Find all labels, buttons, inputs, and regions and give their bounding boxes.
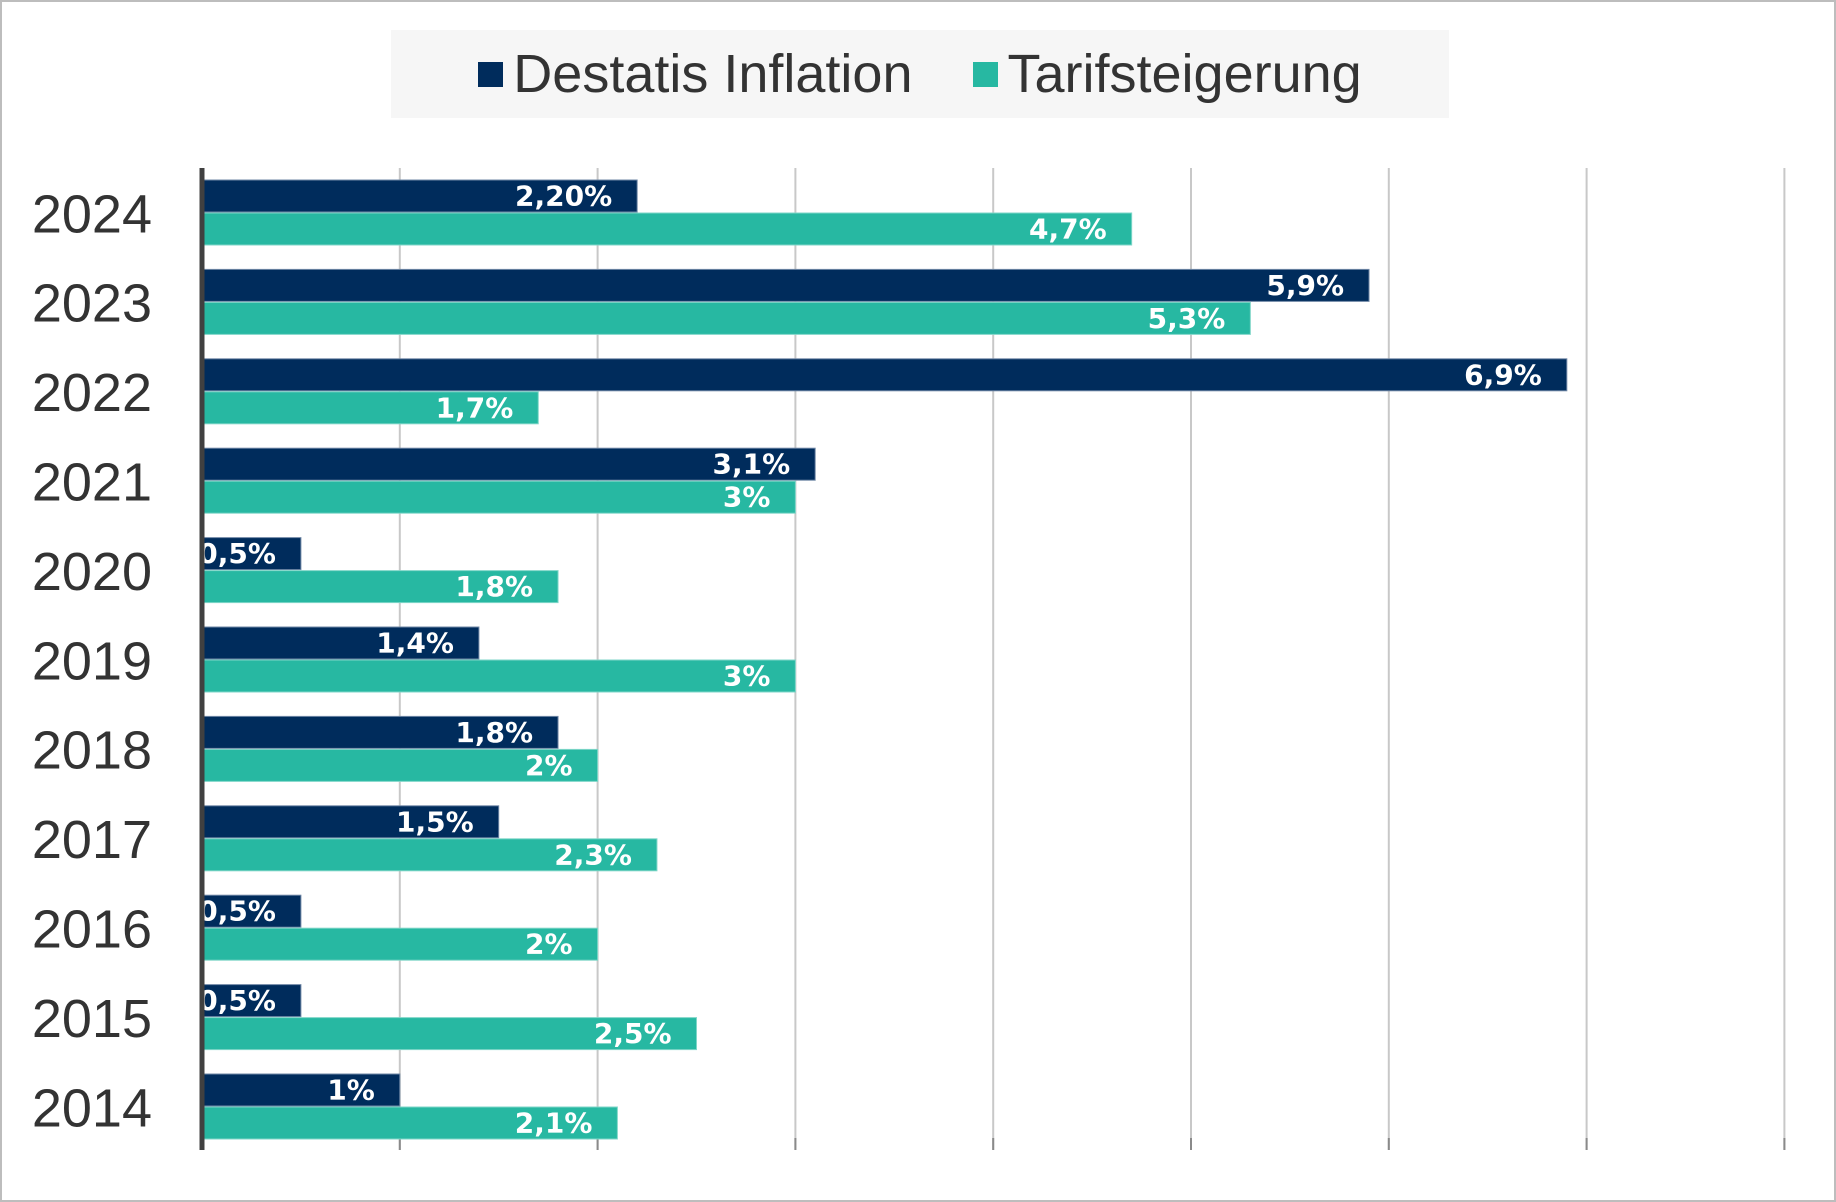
data-label-tarifsteigerung-2015: 2,5% (594, 1017, 672, 1050)
legend: Destatis Inflation Tarifsteigerung (391, 30, 1449, 118)
category-label-2024: 2024 (32, 184, 152, 244)
category-label-2014: 2014 (32, 1078, 152, 1138)
category-label-2018: 2018 (32, 721, 152, 781)
bar-tarifsteigerung-2019 (201, 659, 796, 693)
bar-destatis-inflation-2022 (201, 358, 1568, 392)
data-label-destatis-inflation-2019: 1,4% (376, 627, 454, 660)
bar-destatis-inflation-2018 (201, 715, 559, 749)
bar-tarifsteigerung-2020 (201, 570, 559, 604)
category-label-2023: 2023 (32, 274, 152, 334)
data-label-destatis-inflation-2017: 1,5% (396, 805, 474, 838)
bar-destatis-inflation-2021 (201, 447, 816, 481)
legend-swatch-destatis-inflation (478, 61, 504, 87)
data-label-tarifsteigerung-2016: 2% (525, 928, 573, 961)
legend-label-tarifsteigerung: Tarifsteigerung (1007, 44, 1362, 104)
data-label-tarifsteigerung-2018: 2% (525, 749, 573, 782)
bar-destatis-inflation-2023 (201, 268, 1370, 302)
data-label-destatis-inflation-2022: 6,9% (1464, 358, 1542, 391)
category-label-2022: 2022 (32, 363, 152, 423)
data-label-destatis-inflation-2014: 1% (327, 1074, 375, 1107)
bar-destatis-inflation-2020 (201, 537, 302, 571)
data-label-tarifsteigerung-2021: 3% (723, 481, 771, 514)
data-label-destatis-inflation-2016: 0,5% (198, 895, 276, 928)
category-label-2017: 2017 (32, 810, 152, 870)
data-label-tarifsteigerung-2020: 1,8% (455, 570, 533, 603)
legend-label-destatis-inflation: Destatis Inflation (513, 44, 913, 104)
data-label-tarifsteigerung-2019: 3% (723, 660, 771, 693)
bar-tarifsteigerung-2018 (201, 748, 599, 782)
data-label-tarifsteigerung-2017: 2,3% (554, 838, 632, 871)
category-label-2021: 2021 (32, 452, 152, 512)
legend-swatch-tarifsteigerung (972, 61, 998, 87)
bar-destatis-inflation-2024 (201, 179, 638, 213)
bar-destatis-inflation-2017 (201, 805, 500, 839)
data-label-destatis-inflation-2023: 5,9% (1266, 269, 1344, 302)
legend-item-tarifsteigerung: Tarifsteigerung (972, 43, 1362, 105)
bar-tarifsteigerung-2023 (201, 301, 1251, 335)
data-label-tarifsteigerung-2014: 2,1% (515, 1107, 593, 1140)
category-label-2019: 2019 (32, 631, 152, 691)
legend-item-destatis-inflation: Destatis Inflation (478, 43, 913, 105)
bar-tarifsteigerung-2017 (201, 838, 658, 872)
data-label-tarifsteigerung-2024: 4,7% (1029, 213, 1107, 246)
bar-tarifsteigerung-2016 (201, 927, 599, 961)
bar-tarifsteigerung-2021 (201, 480, 796, 514)
data-label-destatis-inflation-2018: 1,8% (455, 716, 533, 749)
data-label-destatis-inflation-2015: 0,5% (198, 984, 276, 1017)
category-label-2020: 2020 (32, 542, 152, 602)
data-label-tarifsteigerung-2023: 5,3% (1148, 302, 1226, 335)
data-label-tarifsteigerung-2022: 1,7% (436, 391, 514, 424)
bar-tarifsteigerung-2022 (201, 391, 539, 425)
bar-destatis-inflation-2015 (201, 984, 302, 1018)
bar-destatis-inflation-2014 (201, 1073, 401, 1107)
data-label-destatis-inflation-2021: 3,1% (713, 448, 791, 481)
data-label-destatis-inflation-2020: 0,5% (198, 537, 276, 570)
bar-tarifsteigerung-2024 (201, 212, 1133, 246)
category-label-2016: 2016 (32, 899, 152, 959)
bar-destatis-inflation-2016 (201, 894, 302, 928)
bar-tarifsteigerung-2014 (201, 1106, 618, 1140)
data-label-destatis-inflation-2024: 2,20% (515, 180, 612, 213)
category-label-2015: 2015 (32, 989, 152, 1049)
